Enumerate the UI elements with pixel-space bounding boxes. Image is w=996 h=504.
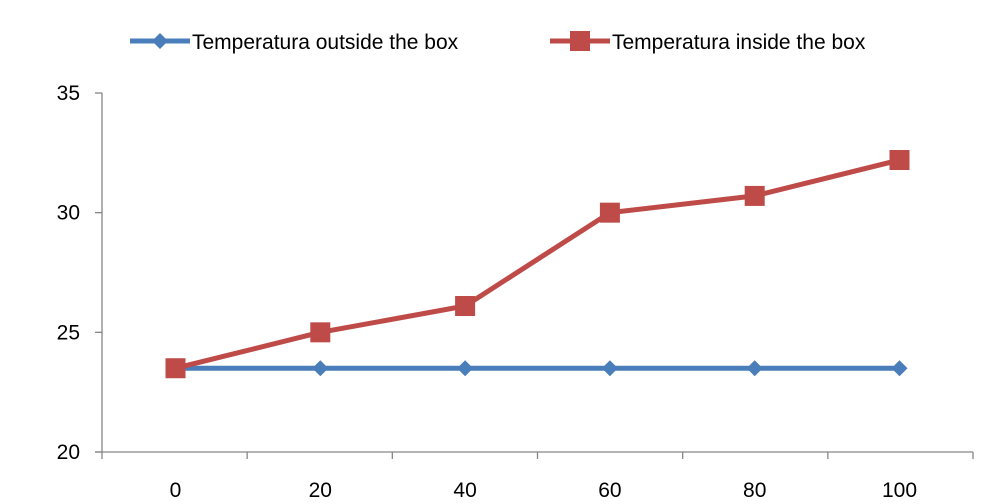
chart-legend: Temperatura outside the box Temperatura … [130,31,866,54]
axes: 20 25 30 35 0 20 40 60 80 100 [57,82,974,502]
legend-marker-outside [152,33,168,49]
plot-area [165,150,910,379]
y-tick-label: 25 [57,321,80,344]
data-point [455,296,476,317]
series-line [173,157,902,371]
y-tick-label: 30 [57,202,80,225]
legend-item-inside: Temperatura inside the box [550,31,866,54]
data-point [744,185,765,206]
x-tick-label: 80 [743,479,766,502]
x-tick-label: 60 [598,479,621,502]
legend-item-outside: Temperatura outside the box [130,31,459,54]
series-outside [167,360,908,377]
x-tick-label: 100 [882,479,917,502]
series-inside [165,150,910,379]
data-point [310,322,331,343]
x-tick-label: 40 [453,479,476,502]
data-point [746,360,763,377]
data-point [889,150,910,171]
legend-label-inside: Temperatura inside the box [612,31,866,54]
y-tick-label: 20 [57,441,80,464]
legend-marker-inside [570,31,590,51]
y-tick-label: 35 [57,82,80,105]
data-point [891,360,908,377]
x-tick-label: 20 [309,479,332,502]
legend-label-outside: Temperatura outside the box [192,31,459,54]
data-point [165,358,186,379]
data-point [312,360,329,377]
data-point [599,202,620,223]
data-point [601,360,618,377]
data-point [457,360,474,377]
x-tick-label: 0 [170,479,182,502]
